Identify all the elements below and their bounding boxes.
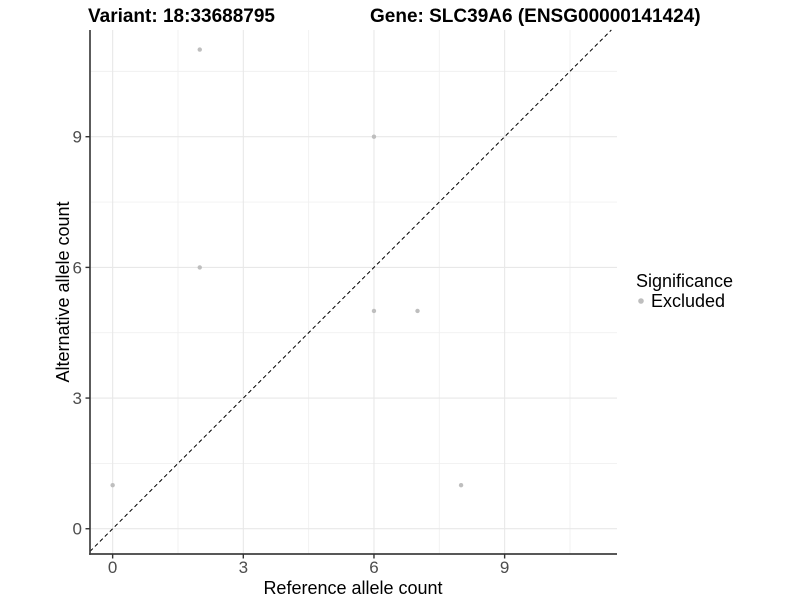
legend: Significance Excluded	[636, 271, 733, 311]
x-tick-label: 3	[239, 558, 248, 577]
y-tick-label: 0	[73, 520, 82, 539]
y-tick-label: 6	[73, 258, 82, 277]
y-axis-title: Alternative allele count	[53, 201, 73, 382]
data-point	[371, 134, 377, 139]
axis-layer	[89, 30, 617, 555]
y-tick-label: 3	[73, 389, 82, 408]
legend-title: Significance	[636, 271, 733, 291]
x-axis-title: Reference allele count	[263, 578, 442, 598]
identity-line	[89, 29, 612, 552]
y-tick-label: 9	[73, 128, 82, 147]
data-point	[371, 308, 377, 314]
x-tick-label: 9	[500, 558, 509, 577]
legend-key-dot	[638, 298, 644, 304]
plot-title-variant: Variant: 18:33688795	[88, 6, 275, 27]
plot-title-gene: Gene: SLC39A6 (ENSG00000141424)	[370, 6, 701, 27]
identity-line-layer	[89, 29, 612, 552]
data-point	[197, 47, 202, 52]
data-point-layer	[110, 47, 464, 488]
data-point	[110, 482, 115, 488]
x-tick-label: 6	[369, 558, 378, 577]
data-point	[458, 482, 464, 488]
legend-item-label: Excluded	[651, 291, 725, 311]
tick-layer: 0 3 6 9 0 3 6 9	[73, 128, 510, 577]
grid-layer	[90, 30, 617, 554]
data-point	[415, 308, 420, 314]
data-point	[197, 265, 202, 270]
x-tick-label: 0	[108, 558, 117, 577]
